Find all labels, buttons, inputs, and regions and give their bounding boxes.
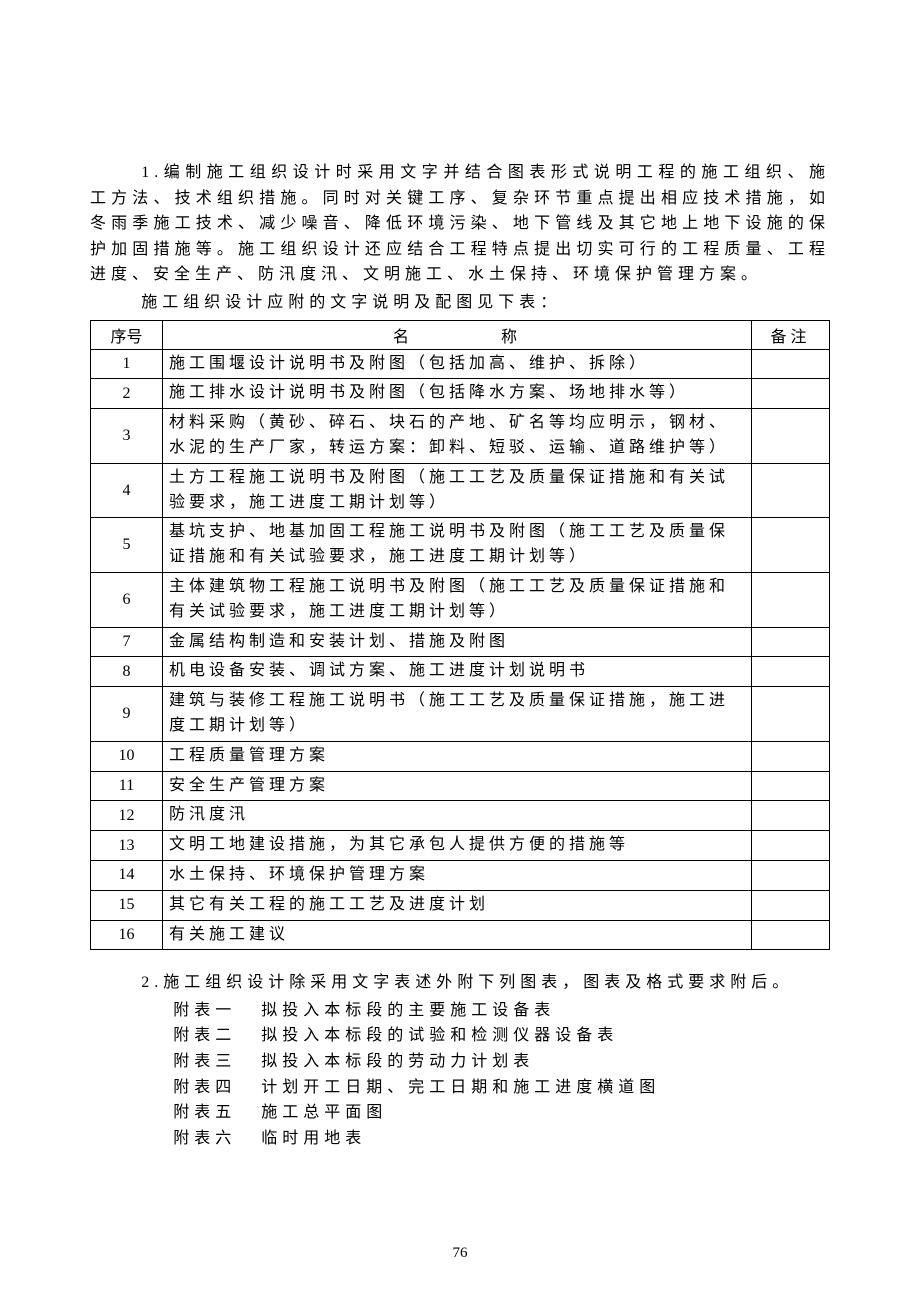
cell-name: 基坑支护、地基加固工程施工说明书及附图（施工工艺及质量保证措施和有关试验要求，施… <box>163 518 752 573</box>
cell-seq: 3 <box>91 409 163 464</box>
cell-name: 机电设备安装、调试方案、施工进度计划说明书 <box>163 657 752 687</box>
cell-name: 有关施工建议 <box>163 920 752 950</box>
cell-seq: 1 <box>91 349 163 379</box>
attachment-item: 附表五施工总平面图 <box>90 1100 830 1126</box>
cell-seq: 15 <box>91 890 163 920</box>
cell-note <box>752 463 830 518</box>
attachment-item: 附表三拟投入本标段的劳动力计划表 <box>90 1049 830 1075</box>
cell-name: 主体建筑物工程施工说明书及附图（施工工艺及质量保证措施和有关试验要求，施工进度工… <box>163 572 752 627</box>
cell-note <box>752 771 830 801</box>
attachment-desc: 临时用地表 <box>261 1130 366 1147</box>
cell-note <box>752 518 830 573</box>
table-row: 12防汛度汛 <box>91 801 830 831</box>
table-row: 4土方工程施工说明书及附图（施工工艺及质量保证措施和有关试验要求，施工进度工期计… <box>91 463 830 518</box>
cell-note <box>752 920 830 950</box>
header-seq: 序号 <box>91 320 163 349</box>
attachment-desc: 拟投入本标段的试验和检测仪器设备表 <box>261 1027 618 1044</box>
cell-note <box>752 860 830 890</box>
attachment-desc: 计划开工日期、完工日期和施工进度横道图 <box>261 1079 660 1096</box>
attachment-desc: 施工总平面图 <box>261 1104 387 1121</box>
attachment-item: 附表一拟投入本标段的主要施工设备表 <box>90 998 830 1024</box>
cell-seq: 13 <box>91 831 163 861</box>
cell-seq: 6 <box>91 572 163 627</box>
table-row: 6主体建筑物工程施工说明书及附图（施工工艺及质量保证措施和有关试验要求，施工进度… <box>91 572 830 627</box>
paragraph-intro: 1.编制施工组织设计时采用文字并结合图表形式说明工程的施工组织、施工方法、技术组… <box>90 160 830 288</box>
cell-note <box>752 627 830 657</box>
table-row: 1施工围堰设计说明书及附图（包括加高、维护、拆除） <box>91 349 830 379</box>
table-row: 3材料采购（黄砂、碎石、块石的产地、矿名等均应明示，钢材、水泥的生产厂家，转运方… <box>91 409 830 464</box>
cell-seq: 4 <box>91 463 163 518</box>
cell-seq: 10 <box>91 741 163 771</box>
table-row: 13文明工地建设措施，为其它承包人提供方便的措施等 <box>91 831 830 861</box>
cell-seq: 7 <box>91 627 163 657</box>
cell-note <box>752 349 830 379</box>
table-row: 10工程质量管理方案 <box>91 741 830 771</box>
cell-name: 安全生产管理方案 <box>163 771 752 801</box>
cell-note <box>752 831 830 861</box>
cell-seq: 5 <box>91 518 163 573</box>
table-row: 9建筑与装修工程施工说明书（施工工艺及质量保证措施，施工进度工期计划等） <box>91 687 830 742</box>
cell-note <box>752 801 830 831</box>
cell-note <box>752 687 830 742</box>
attachment-label: 附表三 <box>173 1049 261 1075</box>
cell-note <box>752 890 830 920</box>
cell-note <box>752 741 830 771</box>
attachment-item: 附表四计划开工日期、完工日期和施工进度横道图 <box>90 1075 830 1101</box>
header-name-right: 称 <box>501 329 521 346</box>
cell-name: 水土保持、环境保护管理方案 <box>163 860 752 890</box>
header-name-left: 名 <box>393 329 413 346</box>
cell-seq: 14 <box>91 860 163 890</box>
attachment-desc: 拟投入本标段的主要施工设备表 <box>261 1002 555 1019</box>
cell-seq: 8 <box>91 657 163 687</box>
attachments-table: 序号 名 称 备注 1施工围堰设计说明书及附图（包括加高、维护、拆除）2施工排水… <box>90 320 830 951</box>
paragraph-2: 2.施工组织设计除采用文字表述外附下列图表，图表及格式要求附后。 <box>90 970 830 996</box>
table-row: 15其它有关工程的施工工艺及进度计划 <box>91 890 830 920</box>
table-row: 8机电设备安装、调试方案、施工进度计划说明书 <box>91 657 830 687</box>
table-row: 16有关施工建议 <box>91 920 830 950</box>
cell-seq: 12 <box>91 801 163 831</box>
cell-seq: 16 <box>91 920 163 950</box>
attachment-item: 附表二拟投入本标段的试验和检测仪器设备表 <box>90 1023 830 1049</box>
cell-note <box>752 572 830 627</box>
table-row: 2施工排水设计说明书及附图（包括降水方案、场地排水等） <box>91 379 830 409</box>
attachment-label: 附表四 <box>173 1075 261 1101</box>
cell-seq: 9 <box>91 687 163 742</box>
cell-name: 施工围堰设计说明书及附图（包括加高、维护、拆除） <box>163 349 752 379</box>
cell-name: 其它有关工程的施工工艺及进度计划 <box>163 890 752 920</box>
attachment-desc: 拟投入本标段的劳动力计划表 <box>261 1053 534 1070</box>
page-number: 76 <box>0 1245 920 1262</box>
cell-seq: 11 <box>91 771 163 801</box>
cell-name: 施工排水设计说明书及附图（包括降水方案、场地排水等） <box>163 379 752 409</box>
cell-note <box>752 657 830 687</box>
header-note: 备注 <box>752 320 830 349</box>
attachment-label: 附表二 <box>173 1023 261 1049</box>
cell-name: 工程质量管理方案 <box>163 741 752 771</box>
table-header-row: 序号 名 称 备注 <box>91 320 830 349</box>
attachment-label: 附表一 <box>173 998 261 1024</box>
cell-name: 材料采购（黄砂、碎石、块石的产地、矿名等均应明示，钢材、水泥的生产厂家，转运方案… <box>163 409 752 464</box>
cell-name: 土方工程施工说明书及附图（施工工艺及质量保证措施和有关试验要求，施工进度工期计划… <box>163 463 752 518</box>
table-row: 14水土保持、环境保护管理方案 <box>91 860 830 890</box>
subtext-table-intro: 施工组织设计应附的文字说明及配图见下表： <box>90 290 830 316</box>
cell-name: 建筑与装修工程施工说明书（施工工艺及质量保证措施，施工进度工期计划等） <box>163 687 752 742</box>
attachment-label: 附表六 <box>173 1126 261 1152</box>
attachment-label: 附表五 <box>173 1100 261 1126</box>
cell-note <box>752 409 830 464</box>
attachment-list: 附表一拟投入本标段的主要施工设备表附表二拟投入本标段的试验和检测仪器设备表附表三… <box>90 998 830 1152</box>
table-row: 5基坑支护、地基加固工程施工说明书及附图（施工工艺及质量保证措施和有关试验要求，… <box>91 518 830 573</box>
attachment-item: 附表六临时用地表 <box>90 1126 830 1152</box>
table-row: 7金属结构制造和安装计划、措施及附图 <box>91 627 830 657</box>
cell-name: 金属结构制造和安装计划、措施及附图 <box>163 627 752 657</box>
cell-name: 文明工地建设措施，为其它承包人提供方便的措施等 <box>163 831 752 861</box>
cell-name: 防汛度汛 <box>163 801 752 831</box>
table-row: 11安全生产管理方案 <box>91 771 830 801</box>
cell-seq: 2 <box>91 379 163 409</box>
header-name: 名 称 <box>163 320 752 349</box>
cell-note <box>752 379 830 409</box>
